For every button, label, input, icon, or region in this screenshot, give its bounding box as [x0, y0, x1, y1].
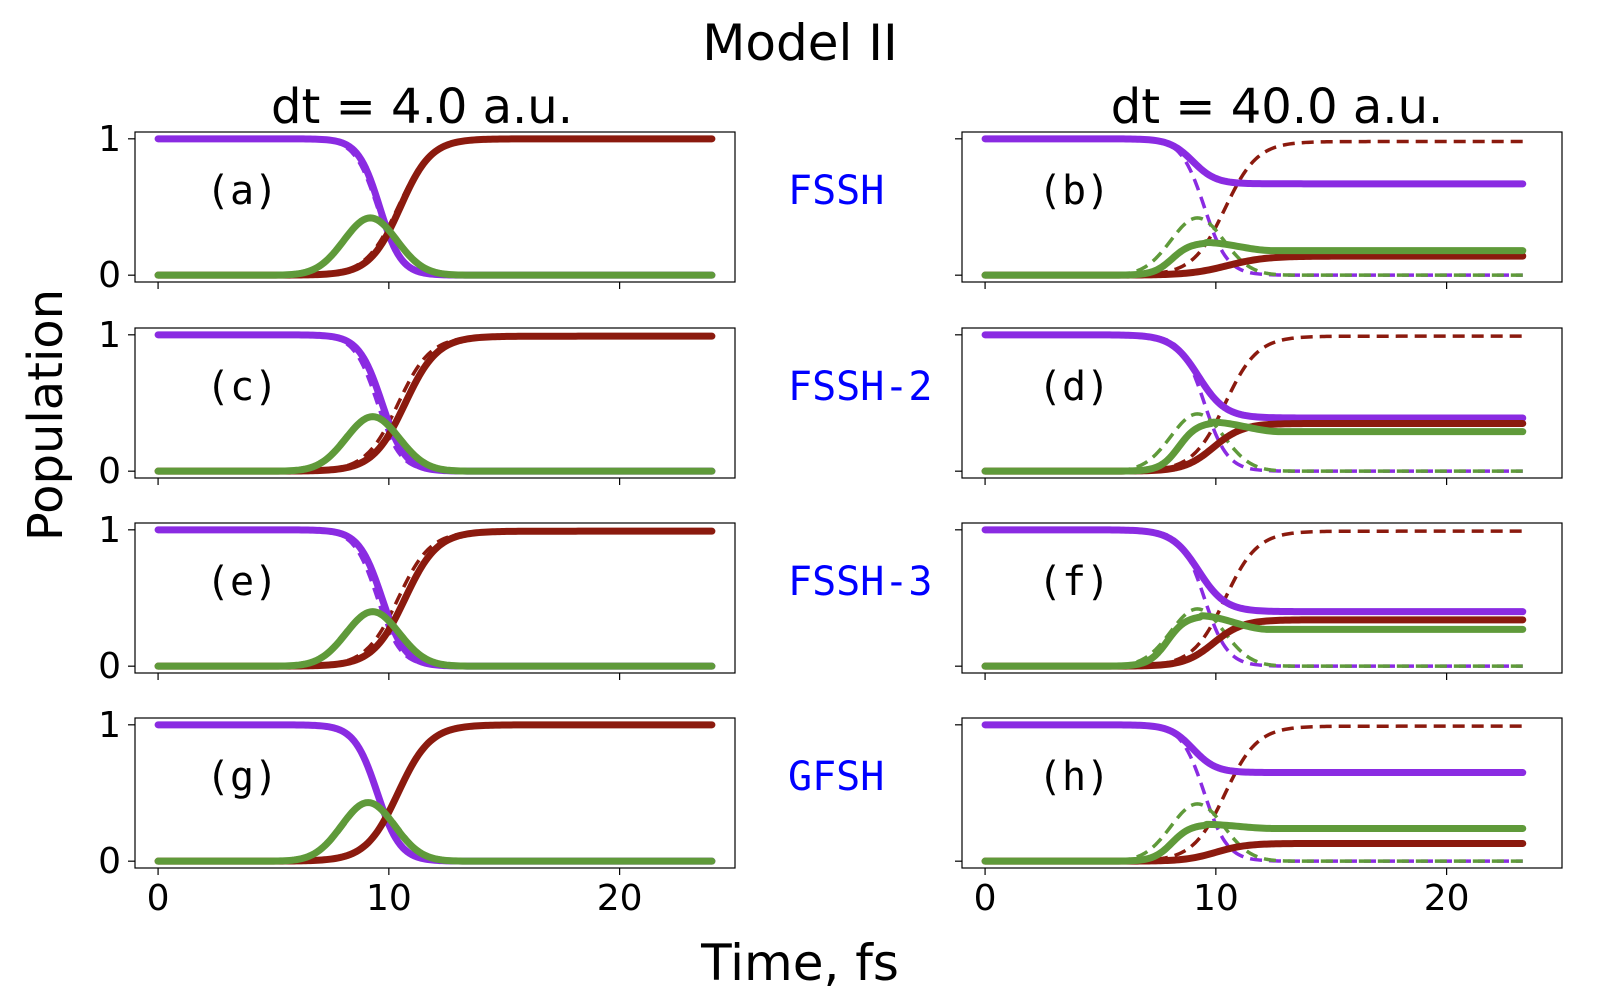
- series-green-reference: [158, 609, 712, 668]
- panels-group: 01(a) (b)01(c) (d)01(e) (f)010 10 20(g)0 10 20(…: [98, 119, 1563, 919]
- curves: [981, 135, 1527, 279]
- x-tick-label: 0: [147, 878, 170, 919]
- series-purple-reference: [985, 333, 1523, 473]
- series-green-reference: [985, 412, 1523, 473]
- method-label-fssh-3: FSSH-3: [788, 559, 933, 605]
- panel-label: (f): [1038, 559, 1110, 605]
- column-title-left: dt = 4.0 a.u.: [271, 79, 573, 135]
- x-tick-label: 20: [597, 878, 643, 919]
- panel-b: (b): [955, 131, 1563, 289]
- y-tick-label: 1: [98, 315, 121, 356]
- column-title-right: dt = 40.0 a.u.: [1111, 79, 1444, 135]
- y-tick-label: 0: [98, 841, 121, 882]
- panel-frame: [961, 131, 1563, 283]
- panel-h: 0 10 20 (h): [955, 717, 1563, 919]
- method-labels-group: FSSH FSSH-2 FSSH-3 GFSH: [788, 168, 933, 800]
- curves: [154, 135, 716, 279]
- panel-frame: [134, 522, 736, 674]
- x-tick-label: 0: [974, 878, 997, 919]
- series-purple-reference: [985, 723, 1523, 863]
- y-tick-label: 0: [98, 451, 121, 492]
- curves: [154, 721, 716, 865]
- series-green-reference: [158, 800, 712, 863]
- panel-label: (c): [206, 364, 278, 410]
- x-axis-label: Time, fs: [700, 934, 899, 992]
- series-green: [154, 214, 716, 279]
- series-red-reference: [985, 139, 1523, 277]
- series-red-reference: [985, 724, 1523, 863]
- series-green-reference: [985, 607, 1523, 668]
- figure-suptitle: Model II: [702, 14, 898, 72]
- series-purple: [981, 721, 1527, 777]
- panel-f: (f): [955, 522, 1563, 680]
- series-purple: [981, 526, 1527, 616]
- panel-frame: [961, 522, 1563, 674]
- curves: [154, 331, 716, 475]
- y-tick-label: 1: [98, 119, 121, 160]
- series-red-reference: [985, 529, 1523, 668]
- panel-label: (h): [1038, 754, 1110, 800]
- series-green-reference: [158, 414, 712, 473]
- panel-frame: [134, 131, 736, 283]
- panel-frame: [134, 717, 736, 869]
- y-tick-label: 1: [98, 705, 121, 746]
- x-tick-label: 20: [1424, 878, 1470, 919]
- panel-frame: [961, 717, 1563, 869]
- series-purple-reference: [985, 137, 1523, 277]
- y-tick-label: 0: [98, 646, 121, 687]
- panel-frame: [961, 327, 1563, 479]
- series-green: [981, 820, 1527, 865]
- panel-frame: [134, 327, 736, 479]
- curves: [981, 526, 1527, 670]
- y-tick-label: 0: [98, 255, 121, 296]
- curves: [154, 526, 716, 670]
- series-green: [154, 608, 716, 670]
- series-purple: [981, 331, 1527, 422]
- series-green-reference: [985, 802, 1523, 863]
- panel-a: 0 1 (a): [98, 119, 736, 296]
- curves: [981, 721, 1527, 865]
- method-label-fssh: FSSH: [788, 168, 884, 214]
- series-purple: [981, 135, 1527, 188]
- x-tick-label: 10: [366, 878, 412, 919]
- series-green: [981, 418, 1527, 475]
- panel-label: (a): [206, 168, 278, 214]
- curves: [981, 331, 1527, 475]
- series-green-reference: [158, 216, 712, 277]
- series-green-reference: [985, 216, 1523, 277]
- y-axis-label: Population: [18, 289, 74, 541]
- series-red-reference: [985, 334, 1523, 473]
- series-purple-reference: [985, 528, 1523, 668]
- y-tick-label: 1: [98, 510, 121, 551]
- panel-e: 0 1 (e): [98, 510, 736, 687]
- panel-d: (d): [955, 327, 1563, 485]
- series-green: [981, 612, 1527, 670]
- series-green: [154, 413, 716, 475]
- series-green: [981, 238, 1527, 279]
- panel-label: (b): [1038, 168, 1110, 214]
- x-tick-label: 10: [1193, 878, 1239, 919]
- panel-g: 010 10 20(g): [98, 705, 736, 919]
- panel-c: 0 1 (c): [98, 315, 736, 492]
- panel-label: (e): [206, 559, 278, 605]
- method-label-fssh-2: FSSH-2: [788, 364, 933, 410]
- series-green: [154, 799, 716, 865]
- method-label-gfsh: GFSH: [788, 754, 884, 800]
- panel-label: (g): [206, 754, 278, 800]
- panel-label: (d): [1038, 364, 1110, 410]
